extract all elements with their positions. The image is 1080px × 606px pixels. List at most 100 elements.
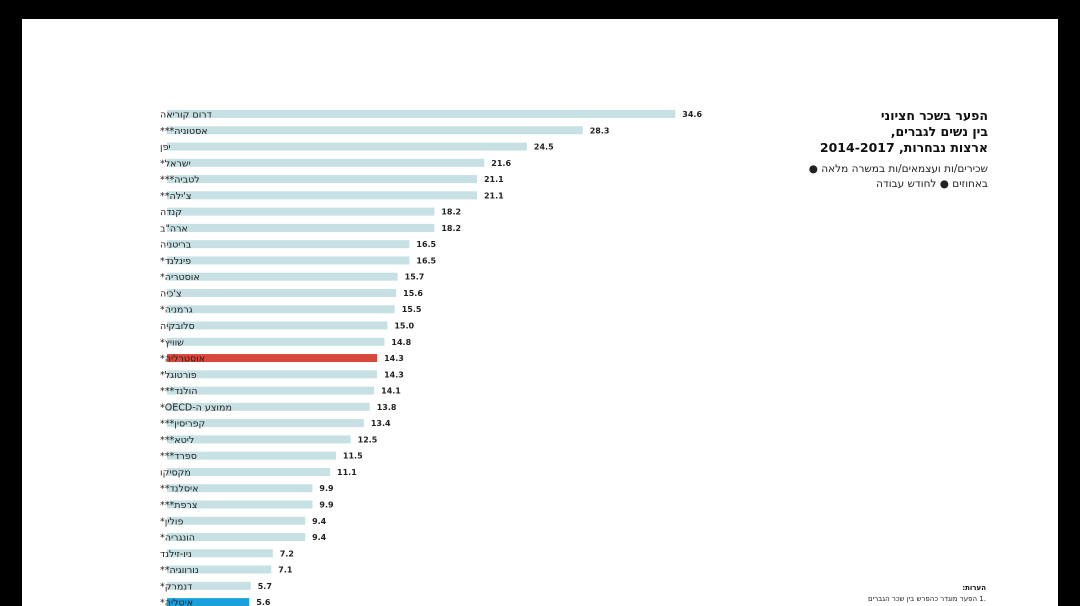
bar-2 [167, 142, 527, 151]
value-label-28: 7.1 [278, 566, 293, 575]
chart-title-line-3: ארצות נבחרות, 2014-2017 [819, 140, 988, 155]
category-label-22: מקסיקו [160, 467, 191, 478]
value-label-30: 5.6 [256, 598, 271, 606]
bar-17 [167, 386, 375, 395]
category-label-18: ממוצע ה-OECD* [160, 402, 232, 413]
bar-25 [167, 516, 306, 525]
bar-23 [167, 484, 313, 493]
bar-7 [167, 223, 435, 232]
value-label-1: 28.3 [590, 126, 610, 135]
bar-10 [167, 272, 398, 281]
category-label-0: דרום קוריאה [160, 110, 212, 121]
value-label-9: 16.5 [416, 256, 436, 265]
category-label-9: פינלנד* [160, 256, 191, 267]
value-label-21: 11.5 [343, 452, 363, 461]
category-label-5: צ'ילה** [160, 191, 191, 202]
category-label-27: ניו-זילנד [160, 549, 192, 560]
chart-title-line-1: הפער בשכר חציוני [880, 108, 988, 123]
bar-26 [167, 533, 306, 542]
value-label-6: 18.2 [441, 208, 461, 217]
notes-block: הערות: .1 הפער מוגדר כהפרש בין שכר הגברי… [786, 583, 986, 606]
value-label-2: 24.5 [534, 143, 554, 152]
category-label-7: ארה"ב [160, 223, 188, 234]
bar-19 [167, 419, 364, 428]
category-label-23: איסלנד** [160, 484, 199, 495]
bar-24 [167, 500, 313, 509]
category-label-26: הונגריה* [160, 533, 195, 544]
chart-subtitle: שכירים/ות ועצמאים/ות במשרה מלאה ● באחוזי… [748, 162, 988, 192]
bar-28 [167, 565, 272, 574]
value-label-23: 9.9 [319, 484, 334, 493]
chart-subtitle-line-2: באחוזים ● לחודש עבודה [876, 178, 988, 190]
bar-15 [167, 354, 378, 363]
chart-title-block: הפער בשכר חציוני בין נשים לגברים, ארצות … [748, 108, 988, 192]
category-label-3: ישראל* [160, 158, 191, 169]
bar-29 [167, 581, 251, 590]
bar-4 [167, 175, 477, 184]
bar-30 [167, 598, 250, 606]
value-label-18: 13.8 [377, 403, 397, 412]
bar-14 [167, 337, 385, 346]
bar-5 [167, 191, 477, 200]
category-label-30: איטליה* [160, 598, 193, 606]
category-label-19: קפריסין*** [160, 419, 206, 430]
category-label-17: הולנד*** [160, 386, 197, 397]
category-label-11: צ'כיה [160, 288, 182, 299]
bar-13 [167, 321, 388, 330]
category-label-29: דנמרק* [160, 581, 192, 592]
value-label-20: 12.5 [358, 435, 378, 444]
category-label-6: קנדה [160, 207, 182, 218]
value-label-5: 21.1 [484, 191, 504, 200]
category-label-8: בריטניה [160, 240, 192, 251]
value-label-12: 15.5 [402, 305, 422, 314]
value-label-19: 13.4 [371, 419, 391, 428]
bar-12 [167, 305, 395, 314]
bar-1 [167, 126, 583, 135]
value-label-29: 5.7 [258, 582, 272, 591]
category-label-1: אסטוניה*** [160, 126, 208, 137]
bar-21 [167, 451, 336, 460]
category-label-24: צרפת*** [160, 500, 197, 511]
bar-20 [167, 435, 351, 444]
category-label-28: נורווגיה** [160, 565, 199, 576]
value-label-16: 14.3 [384, 370, 404, 379]
notes-item: .1 הפער מוגדר כהפרש בין שכר הגברים [867, 595, 986, 603]
category-label-16: פורטוגל* [160, 370, 197, 381]
value-label-8: 16.5 [416, 240, 436, 249]
value-label-10: 15.7 [405, 273, 425, 282]
bar-6 [167, 207, 435, 216]
bar-8 [167, 240, 410, 249]
category-label-4: לטביה*** [160, 175, 200, 186]
value-label-3: 21.6 [491, 159, 511, 168]
value-label-13: 15.0 [394, 322, 414, 331]
value-label-15: 14.3 [384, 354, 404, 363]
chart-subtitle-line-1: שכירים/ות ועצמאים/ות במשרה מלאה ● [808, 163, 988, 175]
bar-22 [167, 467, 331, 476]
bar-0 [167, 110, 676, 118]
bar-3 [167, 158, 485, 167]
category-label-13: סלובקיה [160, 321, 195, 332]
value-label-26: 9.4 [312, 533, 327, 542]
bar-18 [167, 402, 370, 411]
chart-page: דרום קוריאה 34.6 אסטוניה*** 28.3 יפן 24.5 ישרא… [22, 19, 1058, 606]
value-label-22: 11.1 [337, 468, 357, 477]
category-label-14: שוויץ* [160, 337, 184, 348]
category-label-10: אוסטריה* [160, 272, 200, 283]
value-label-25: 9.4 [312, 517, 327, 526]
category-label-21: ספרד*** [160, 451, 197, 462]
value-label-4: 21.1 [484, 175, 504, 184]
value-label-0: 34.6 [682, 110, 702, 119]
value-label-14: 14.8 [391, 338, 411, 347]
value-label-7: 18.2 [441, 224, 461, 233]
category-label-25: פולין* [160, 516, 183, 527]
value-label-17: 14.1 [381, 387, 401, 396]
bar-11 [167, 288, 397, 297]
category-label-2: יפן [160, 142, 171, 153]
bar-16 [167, 370, 378, 379]
value-label-11: 15.6 [403, 289, 423, 298]
notes-title: הערות: [962, 584, 986, 592]
bar-chart: דרום קוריאה 34.6 אסטוניה*** 28.3 יפן 24.5 ישרא… [160, 110, 702, 606]
bar-9 [167, 256, 410, 265]
value-label-24: 9.9 [319, 500, 334, 509]
bar-27 [167, 549, 273, 558]
